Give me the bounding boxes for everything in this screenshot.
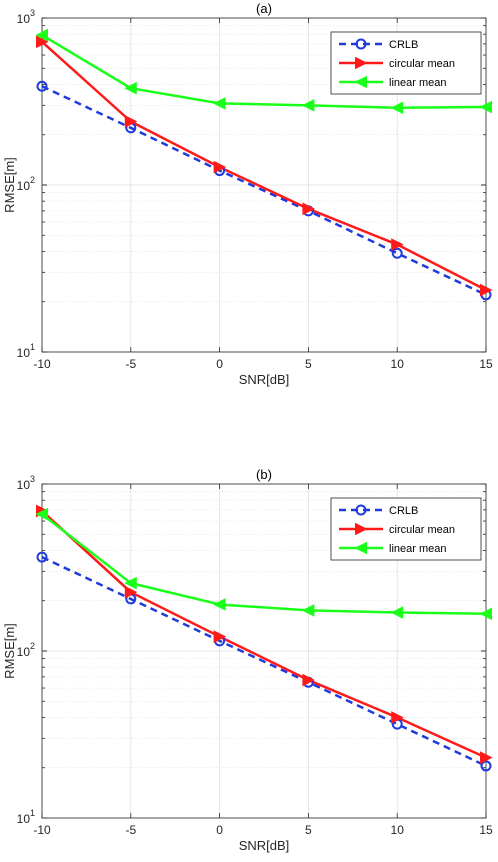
series-line-crlb — [41, 85, 487, 296]
x-tick-label: 5 — [305, 823, 312, 837]
x-tick-label: 0 — [216, 357, 223, 371]
x-tick-label: -10 — [33, 357, 51, 371]
x-axis-label: SNR[dB] — [239, 372, 290, 387]
data-point-circular-mean — [480, 283, 493, 297]
x-tick-label: 0 — [216, 823, 223, 837]
legend-label: circular mean — [389, 524, 455, 536]
data-point-crlb — [480, 760, 492, 772]
data-point-linear-mean — [35, 28, 48, 42]
y-tick-label: 10 — [17, 12, 31, 26]
data-point-circular-mean — [302, 673, 316, 687]
data-point-linear-mean — [212, 598, 226, 611]
data-point-crlb — [36, 80, 48, 92]
series-line-circular-mean — [41, 40, 487, 292]
data-point-linear-mean — [390, 101, 404, 115]
data-point-circular-mean — [391, 711, 404, 724]
y-tick-label: 10 — [17, 179, 31, 193]
x-tick-label: -5 — [125, 823, 136, 837]
data-point-circular-mean — [213, 630, 227, 643]
legend: CRLB circular mean linear mean — [330, 31, 482, 95]
legend-swatch-marker — [355, 38, 367, 50]
y-tick-exponent: 3 — [30, 8, 35, 18]
y-tick-label: 10 — [17, 346, 31, 360]
x-tick-label: -10 — [33, 823, 51, 837]
x-tick-label: 15 — [479, 823, 493, 837]
y-axis-label: RMSE[m] — [2, 623, 17, 679]
series-line-circular-mean — [41, 509, 487, 759]
series-line-linear-mean — [41, 34, 487, 110]
data-point-linear-mean — [124, 576, 137, 590]
legend-label: circular mean — [389, 58, 455, 70]
y-axis-label: RMSE[m] — [2, 157, 17, 213]
data-point-crlb — [36, 551, 48, 563]
data-point-linear-mean — [479, 607, 492, 621]
data-point-linear-mean — [124, 81, 137, 95]
data-point-circular-mean — [391, 238, 404, 251]
legend-label: linear mean — [389, 77, 446, 89]
data-point-linear-mean — [301, 99, 315, 112]
chart-title: (a) — [256, 1, 272, 16]
y-tick-exponent: 1 — [30, 808, 35, 818]
legend-swatch-marker — [354, 541, 367, 555]
data-point-circular-mean — [213, 160, 227, 174]
data-point-linear-mean — [301, 604, 315, 617]
legend-label: CRLB — [389, 39, 418, 51]
data-point-circular-mean — [302, 202, 316, 216]
legend: CRLB circular mean linear mean — [330, 497, 482, 561]
x-tick-label: 15 — [479, 357, 493, 371]
data-point-linear-mean — [390, 606, 404, 619]
x-tick-label: 5 — [305, 357, 312, 371]
data-point-circular-mean — [36, 35, 49, 49]
y-tick-exponent: 2 — [30, 175, 35, 185]
data-point-circular-mean — [124, 585, 138, 599]
y-tick-label: 10 — [17, 812, 31, 826]
x-axis-label: SNR[dB] — [239, 838, 290, 853]
data-point-circular-mean — [124, 115, 138, 128]
legend-swatch-marker — [355, 504, 367, 516]
x-tick-label: 10 — [391, 823, 405, 837]
chart-title: (b) — [256, 467, 272, 482]
data-point-linear-mean — [479, 100, 492, 114]
legend-label: linear mean — [389, 543, 446, 555]
y-tick-label: 10 — [17, 478, 31, 492]
series-line-linear-mean — [41, 513, 487, 616]
legend-swatch-marker — [354, 75, 367, 89]
data-point-linear-mean — [212, 97, 226, 110]
x-tick-label: 10 — [391, 357, 405, 371]
series-line-crlb — [41, 555, 487, 768]
legend-swatch-marker — [355, 522, 368, 536]
y-tick-exponent: 3 — [30, 474, 35, 484]
data-point-linear-mean — [35, 507, 48, 521]
y-tick-exponent: 1 — [30, 342, 35, 352]
data-point-crlb — [391, 247, 403, 259]
y-tick-label: 10 — [17, 645, 31, 659]
data-point-circular-mean — [480, 751, 493, 764]
legend-swatch-marker — [355, 56, 368, 70]
legend-label: CRLB — [389, 505, 418, 517]
y-tick-exponent: 2 — [30, 641, 35, 651]
x-tick-label: -5 — [125, 357, 136, 371]
